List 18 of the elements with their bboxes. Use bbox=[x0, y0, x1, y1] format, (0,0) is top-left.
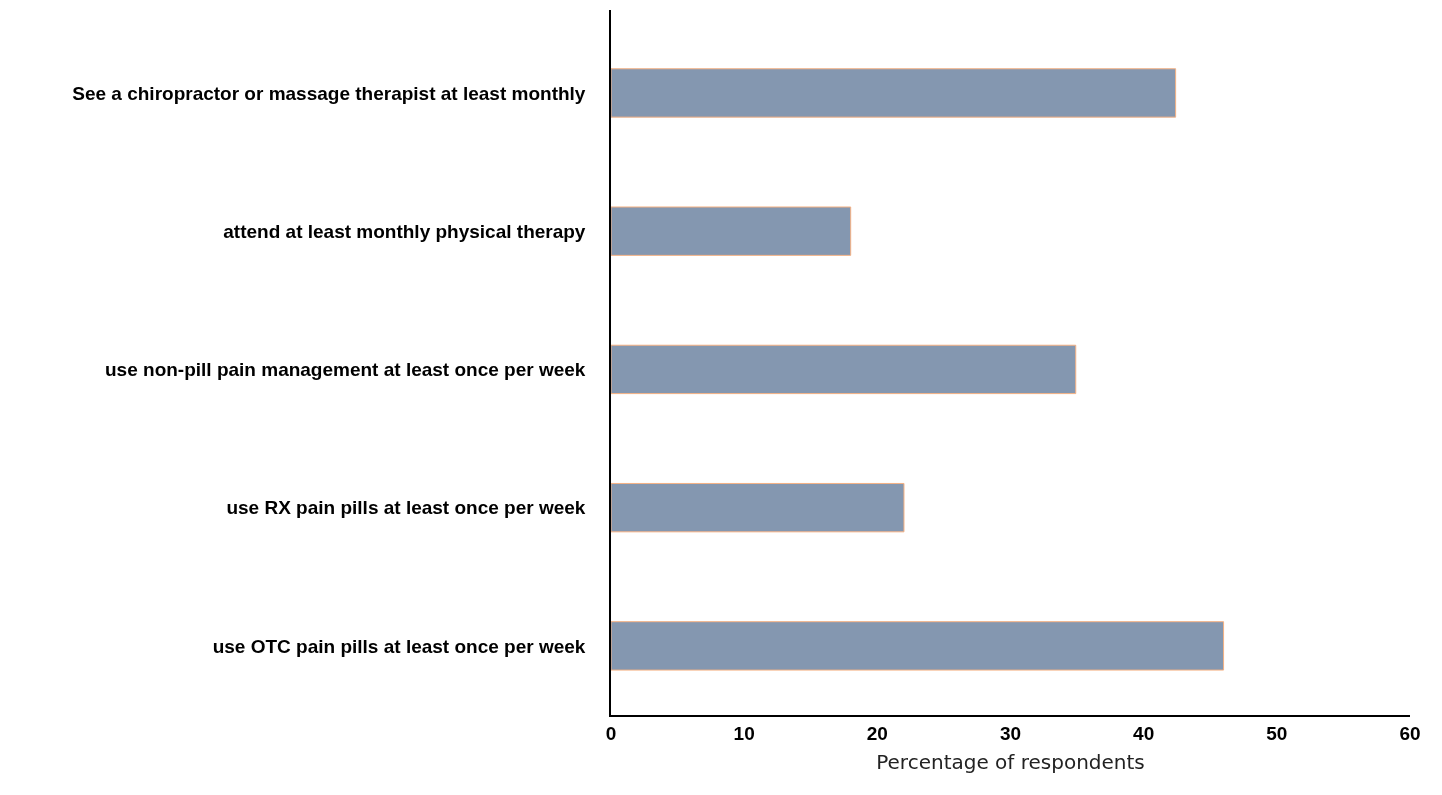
y-tick-label: use OTC pain pills at least once per week bbox=[212, 635, 586, 657]
bar bbox=[611, 206, 852, 256]
x-tick-label: 30 bbox=[999, 722, 1022, 744]
bar bbox=[611, 482, 905, 533]
x-tick-label: 0 bbox=[605, 722, 617, 744]
x-tick-label: 20 bbox=[866, 722, 888, 744]
y-tick-label: See a chiropractor or massage therapist at least monthly bbox=[72, 82, 586, 104]
bar bbox=[611, 344, 1077, 395]
bar bbox=[611, 68, 1177, 118]
x-tick-label: 40 bbox=[1133, 722, 1155, 744]
x-axis-title: Percentage of respondents bbox=[876, 749, 1145, 774]
x-tick-label: 60 bbox=[1399, 722, 1421, 744]
x-tick-label: 50 bbox=[1266, 722, 1288, 744]
x-tick-label: 10 bbox=[733, 722, 755, 744]
y-tick-label: use RX pain pills at least once per week bbox=[226, 497, 586, 519]
bar bbox=[611, 621, 1225, 671]
y-tick-label: attend at least monthly physical therapy bbox=[223, 220, 586, 242]
y-tick-label: use non-pill pain management at least once per week bbox=[105, 359, 586, 381]
